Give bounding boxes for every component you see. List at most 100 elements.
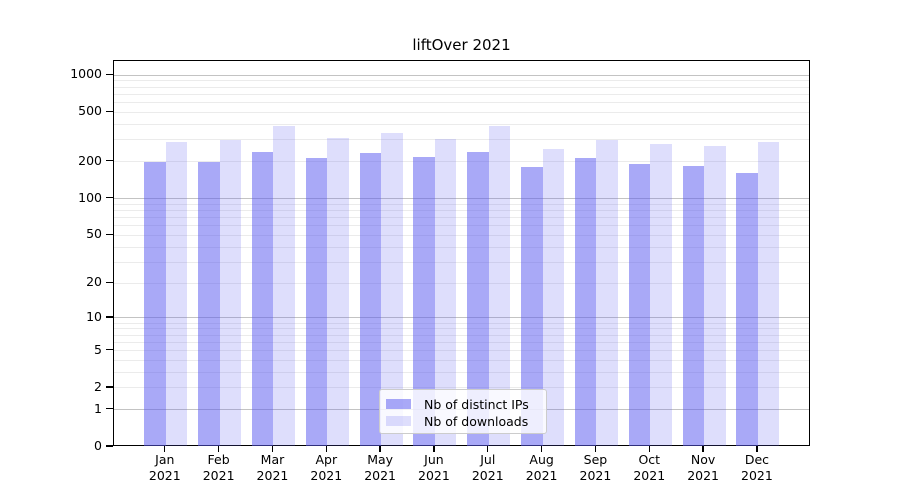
gridline-major	[114, 317, 809, 319]
x-tick-label-month: Jan	[155, 452, 175, 467]
legend-row: Nb of downloads	[386, 413, 529, 429]
x-tick-label-year: 2021	[633, 468, 666, 483]
bar-distinct-ips	[251, 151, 274, 446]
x-tick	[594, 446, 597, 452]
gridline-major	[114, 198, 809, 200]
y-tick-label: 5	[94, 341, 102, 357]
y-tick	[106, 281, 113, 283]
gridline-minor	[114, 350, 809, 352]
y-tick-label: 20	[86, 274, 102, 290]
gridline-minor	[114, 322, 809, 324]
x-tick	[379, 446, 381, 452]
y-tick	[106, 197, 113, 199]
bar-distinct-ips	[467, 151, 489, 446]
bar-downloads	[273, 125, 295, 446]
x-tick-label-month: May	[367, 452, 394, 467]
y-tick	[106, 159, 113, 162]
gridline-minor	[114, 93, 809, 95]
x-tick-label-year: 2021	[202, 468, 235, 483]
legend-swatch-downloads	[386, 416, 411, 426]
y-tick-label: 1000	[70, 66, 102, 82]
y-tick	[106, 445, 113, 447]
bar-distinct-ips	[144, 162, 166, 446]
bar-downloads	[488, 126, 511, 446]
x-tick-label: Feb 2021	[187, 452, 251, 484]
gridline-major	[114, 74, 809, 76]
x-tick-label-month: Jul	[480, 452, 496, 467]
bar-distinct-ips	[359, 152, 382, 446]
x-tick-label-month: Jun	[424, 452, 444, 467]
x-tick-label-month: Dec	[744, 452, 770, 467]
x-tick-label-year: 2021	[687, 468, 719, 483]
y-tick-label: 1	[94, 400, 102, 416]
bar-downloads	[757, 142, 780, 446]
x-tick-label-year: 2021	[310, 468, 343, 483]
bar-distinct-ips	[736, 172, 758, 446]
gridline-minor	[114, 234, 809, 236]
x-tick-label: Jan 2021	[133, 452, 197, 484]
x-tick	[271, 446, 274, 452]
bar-distinct-ips	[521, 167, 543, 446]
bar-distinct-ips	[682, 165, 705, 446]
legend-row: Nb of distinct IPs	[386, 396, 529, 412]
gridline-minor	[114, 387, 809, 389]
bar-downloads	[381, 133, 403, 446]
bar-downloads	[704, 145, 726, 446]
x-tick	[756, 446, 758, 452]
x-tick-label-year: 2021	[418, 468, 450, 483]
x-tick-label: Jul 2021	[456, 452, 520, 484]
bar-downloads	[434, 139, 457, 446]
x-tick	[217, 446, 220, 452]
gridline-minor	[114, 111, 809, 113]
x-tick-label-year: 2021	[741, 468, 773, 483]
x-tick-label: Nov 2021	[671, 452, 735, 484]
x-tick	[540, 446, 543, 452]
bar-downloads	[542, 149, 565, 446]
x-tick-label-year: 2021	[579, 468, 612, 483]
x-tick	[164, 446, 166, 452]
bar-distinct-ips	[628, 164, 651, 446]
x-tick-label: Oct 2021	[617, 452, 681, 484]
x-tick-label: Mar 2021	[240, 452, 304, 484]
y-tick	[106, 73, 113, 75]
bar-downloads	[650, 143, 672, 446]
x-tick-label: Sep 2021	[563, 452, 627, 484]
y-tick-label: 10	[86, 308, 102, 324]
x-tick	[433, 446, 435, 452]
gridline-minor	[114, 80, 809, 82]
y-tick	[106, 233, 113, 236]
gridline-minor	[114, 334, 809, 336]
x-tick-label: Jun 2021	[402, 452, 466, 484]
gridline-minor	[114, 210, 809, 212]
gridline-minor	[114, 203, 809, 205]
y-tick	[106, 110, 113, 113]
y-tick-label: 100	[78, 189, 102, 205]
x-tick-label-month: Aug	[529, 452, 554, 467]
x-tick	[325, 446, 327, 452]
gridline-minor	[114, 282, 809, 284]
x-tick-label-month: Feb	[207, 452, 230, 467]
x-tick-label: Aug 2021	[510, 452, 574, 484]
bar-downloads	[596, 139, 618, 446]
legend-label-downloads: Nb of downloads	[424, 413, 529, 429]
gridline-minor	[114, 328, 809, 330]
gridline-minor	[114, 161, 809, 163]
x-tick-label-month: Oct	[638, 452, 661, 467]
x-tick-label-year: 2021	[148, 468, 181, 483]
gridline-minor	[114, 261, 809, 263]
gridline-minor	[114, 225, 809, 227]
y-tick	[106, 386, 113, 388]
y-tick	[106, 316, 113, 318]
y-tick	[106, 408, 113, 410]
gridline-minor	[114, 139, 809, 141]
gridline-minor	[114, 341, 809, 343]
y-tick-label: 200	[78, 152, 102, 168]
x-tick-label-month: Nov	[690, 452, 716, 467]
x-tick-label-month: Sep	[583, 452, 608, 467]
x-tick-label-month: Mar	[260, 452, 285, 467]
x-tick	[648, 446, 650, 452]
legend-swatch-distinct-ips	[386, 399, 411, 409]
gridline-minor	[114, 102, 809, 104]
legend-label-distinct-ips: Nb of distinct IPs	[424, 396, 529, 412]
